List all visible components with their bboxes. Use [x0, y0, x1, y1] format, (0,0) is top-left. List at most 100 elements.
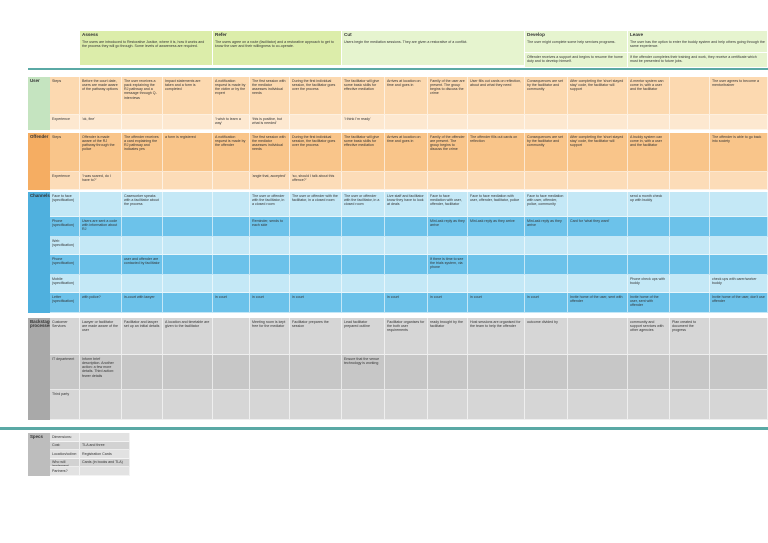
blueprint-cell	[670, 237, 710, 255]
blueprint-cell	[342, 237, 385, 255]
blueprint-cell	[670, 217, 710, 237]
blueprint-cell	[525, 255, 568, 275]
blueprint-cell	[710, 172, 768, 190]
blueprint-cell	[163, 255, 213, 275]
blueprint-cell: Arrives at location on time and goes in	[385, 77, 428, 115]
blueprint-cell: Consequences are set by the facilitator …	[525, 77, 568, 115]
blueprint-cell	[670, 293, 710, 313]
blueprint-cell: A mentor system can come in, with a user…	[628, 77, 670, 115]
blueprint-cell: Mini-ask reply as they arrive	[468, 217, 525, 237]
row-label: Experience	[50, 115, 80, 130]
blueprint-cell	[290, 390, 342, 420]
row-label: Steps	[50, 133, 80, 172]
blueprint-cell	[385, 172, 428, 190]
stage-description: Users begin the mediation sessions. They…	[342, 38, 525, 65]
blueprint-cell	[122, 390, 163, 420]
blueprint-cell	[342, 275, 385, 293]
blueprint-cell	[525, 115, 568, 130]
stage-title: Refer	[213, 31, 342, 38]
blueprint-cell: The offender fills out cards on reflecti…	[468, 133, 525, 172]
blueprint-cell	[290, 217, 342, 237]
blueprint-cell: Family of the offender are present. The …	[428, 133, 468, 172]
stage-description: If the offender completes their training…	[628, 53, 768, 67]
blueprint-cell: A location and timetable are given to th…	[163, 318, 213, 355]
blueprint-cell: Arrives at location on time and goes in	[385, 133, 428, 172]
blueprint-cell	[568, 318, 628, 355]
blueprint-cell: Plan created to document the progress	[670, 318, 710, 355]
blueprint-cell	[568, 172, 628, 190]
blueprint-cell: in court	[213, 293, 250, 313]
blueprint-cell: After completing the 'short stayed stay'…	[568, 77, 628, 115]
blueprint-cell	[568, 255, 628, 275]
blueprint-cell: The offender is able to go back into soc…	[710, 133, 768, 172]
blueprint-cell: Face to face mediation with user, offend…	[525, 192, 568, 217]
row-label: Steps	[50, 77, 80, 115]
blueprint-cell	[163, 237, 213, 255]
blueprint-cell: outcome divided by	[525, 318, 568, 355]
blueprint-cell	[468, 237, 525, 255]
blueprint-cell	[250, 255, 290, 275]
blueprint-cell: Consequences are set by the facilitator …	[525, 133, 568, 172]
blueprint-cell: Ensure that the venue technology is work…	[342, 355, 385, 390]
stage-description: The users agree on a route (facilitator)…	[213, 38, 342, 65]
blueprint-cell: Card for 'what they want'	[568, 217, 628, 237]
blueprint-cell	[468, 355, 525, 390]
blueprint-cell	[290, 115, 342, 130]
blueprint-cell	[385, 217, 428, 237]
spec-value: Registration Cards	[80, 450, 130, 459]
blueprint-cell: During the first individual session, the…	[290, 77, 342, 115]
blueprint-cell	[568, 275, 628, 293]
blueprint-cell	[80, 192, 122, 217]
blueprint-cell: Before the court date, users are made aw…	[80, 77, 122, 115]
blueprint-cell: A buddy system can come in, with a user …	[628, 133, 670, 172]
group-label: Offender	[28, 133, 50, 190]
blueprint-cell	[670, 390, 710, 420]
blueprint-cell: The facilitator will give some basic ski…	[342, 77, 385, 115]
blueprint-cell: in-court with lawyer	[122, 293, 163, 313]
blueprint-cell: Family of the user are present. The grou…	[428, 77, 468, 115]
blueprint-cell	[385, 275, 428, 293]
blueprint-cell: 'angle that, accepted'	[250, 172, 290, 190]
group-label: User	[28, 77, 50, 130]
blueprint-cell: Invite home of the user, don't use offen…	[710, 293, 768, 313]
blueprint-cell	[628, 390, 670, 420]
blueprint-cell	[213, 390, 250, 420]
blueprint-cell: The user receives a pack explaining the …	[122, 77, 163, 115]
blueprint-cell	[670, 77, 710, 115]
blueprint-cell: The user or offender with the facilitato…	[290, 192, 342, 217]
blueprint-cell	[428, 237, 468, 255]
blueprint-cell: Facilitator prepares the session	[290, 318, 342, 355]
blueprint-cell	[670, 192, 710, 217]
blueprint-cell	[80, 275, 122, 293]
blueprint-cell	[342, 255, 385, 275]
blueprint-cell	[385, 255, 428, 275]
blueprint-cell: Offender is made aware of the RJ pathway…	[80, 133, 122, 172]
blueprint-cell: user and offender are contacted by facil…	[122, 255, 163, 275]
blueprint-cell: 'I think I'm ready'	[342, 115, 385, 130]
blueprint-cell	[213, 172, 250, 190]
blueprint-cell	[568, 115, 628, 130]
blueprint-cell	[213, 237, 250, 255]
blueprint-cell	[80, 237, 122, 255]
row-label: Face to face (specification)	[50, 192, 80, 217]
row-label: Web (specification)	[50, 237, 80, 255]
blueprint-cell: User fills out cards on reflection, abou…	[468, 77, 525, 115]
blueprint-cell	[670, 133, 710, 172]
blueprint-cell: with police?	[80, 293, 122, 313]
blueprint-cell	[710, 355, 768, 390]
blueprint-cell	[710, 390, 768, 420]
blueprint-cell	[385, 355, 428, 390]
blueprint-cell: Face to face mediation with user, offend…	[428, 192, 468, 217]
blueprint-cell: 'ok, fine'	[80, 115, 122, 130]
blueprint-cell	[670, 115, 710, 130]
row-label: IT department	[50, 355, 80, 390]
row-label: Customer Services	[50, 318, 80, 355]
stage-title: Leave	[628, 31, 768, 38]
blueprint-cell: Lead facilitator prepared outline	[342, 318, 385, 355]
row-label: Third party	[50, 390, 80, 420]
blueprint-cell	[213, 217, 250, 237]
blueprint-cell	[122, 237, 163, 255]
blueprint-cell	[122, 355, 163, 390]
blueprint-cell: 'I wish to learn a way'	[213, 115, 250, 130]
